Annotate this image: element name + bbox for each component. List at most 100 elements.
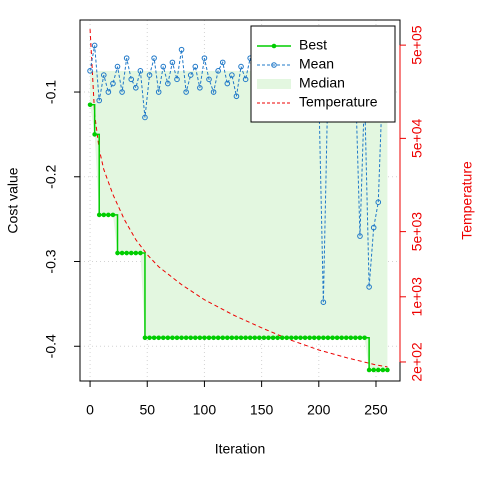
best-point [293,335,299,341]
y-tick-label: -0.4 [43,334,59,358]
x-tick-label: 100 [193,402,217,418]
y-tick-label: -0.1 [43,80,59,104]
best-point [371,367,376,373]
x-tick-label: 0 [86,402,94,418]
best-point [101,212,107,218]
y2-axis-label: Temperature [459,161,475,240]
best-point [156,335,161,341]
mean-point [201,55,208,61]
best-point [252,335,258,341]
best-point [261,335,267,341]
best-point [234,335,239,341]
y-axis-label: Cost value [5,167,21,233]
best-point [247,335,253,341]
y-tick-label: -0.3 [43,249,59,273]
best-point [302,335,308,341]
best-point [366,367,372,373]
best-point [307,335,312,341]
best-point [183,335,189,341]
best-point [325,335,331,341]
best-point [202,335,207,341]
best-point [270,335,276,341]
y2-tick-label: 5e+05 [409,25,425,65]
mean-point [169,59,176,66]
mean-point [114,63,121,70]
best-point [289,335,294,341]
best-point [220,335,226,341]
best-point [188,335,194,341]
best-point [343,335,349,341]
mean-point [366,284,372,290]
mean-point [133,84,139,91]
best-point [133,250,139,256]
mean-point [192,63,199,70]
mean-point [91,42,98,49]
best-point [151,335,157,341]
mean-point [320,299,327,305]
x-tick-label: 200 [307,402,331,418]
mean-point [87,68,93,74]
best-point [357,335,363,341]
mean-point [375,199,382,205]
y2-tick-label: 5e+04 [409,119,425,159]
best-point [142,335,148,341]
mean-point [142,114,148,121]
best-point [311,335,317,341]
mean-point [174,76,180,83]
temperature-line [89,29,388,368]
best-point [353,335,358,341]
best-point [92,132,97,137]
best-point [211,335,216,341]
mean-point [187,72,194,78]
best-point [380,367,386,373]
best-point [279,335,285,341]
best-point [215,335,221,341]
best-point [362,335,367,341]
legend-marker [271,43,277,49]
x-tick-label: 50 [139,402,155,418]
mean-point [160,63,167,70]
best-point [197,335,203,341]
legend-label: Median [299,75,345,91]
best-point [115,250,120,256]
best-point [229,335,235,341]
best-point [266,335,271,341]
best-point [348,335,354,341]
best-point [119,250,125,256]
x-tick-label: 150 [250,402,274,418]
best-point [128,250,134,256]
mean-point [128,76,135,83]
mean-point [357,233,363,239]
best-point [206,335,212,341]
legend-box [250,25,396,123]
mean-point [100,72,107,78]
mean-point [370,224,377,231]
mean-point [229,72,235,78]
best-point [385,367,390,373]
mean-point [146,72,153,78]
best-point [138,250,143,256]
legend-marker [271,62,277,68]
best-point [96,212,102,218]
best-point [106,212,111,218]
best-point [174,335,180,341]
best-point [339,335,344,341]
legend-label: Best [299,37,327,53]
mean-point [238,63,244,70]
y2-tick-label: 1e+03 [409,277,425,317]
mean-point [183,89,189,95]
mean-point [96,97,103,104]
mean-point [219,59,226,66]
mean-point [242,76,249,83]
mean-point [224,80,231,87]
best-point [124,250,129,256]
best-point [375,367,381,373]
best-point [165,335,171,341]
mean-point [155,89,162,95]
best-point [298,335,303,341]
mean-point [105,89,112,95]
best-point [257,335,262,341]
best-point [321,335,326,341]
